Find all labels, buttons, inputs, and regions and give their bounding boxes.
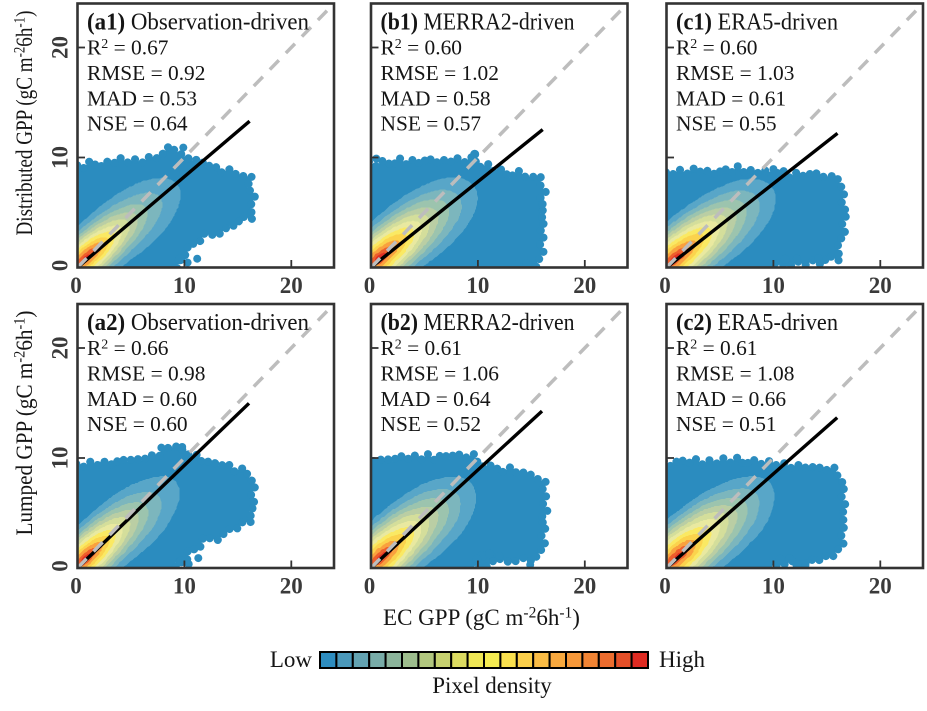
svg-text:RMSE = 0.98: RMSE = 0.98 — [87, 362, 205, 386]
svg-text:20: 20 — [573, 273, 596, 298]
svg-text:(c2) ERA5-driven: (c2) ERA5-driven — [676, 310, 838, 336]
svg-text:10: 10 — [173, 574, 196, 599]
svg-text:MAD = 0.66: MAD = 0.66 — [676, 387, 786, 411]
svg-text:0: 0 — [47, 260, 72, 272]
svg-text:0: 0 — [70, 574, 82, 599]
svg-text:RMSE = 1.02: RMSE = 1.02 — [381, 61, 499, 85]
svg-text:EC GPP (gC m-26h-1): EC GPP (gC m-26h-1) — [383, 605, 580, 631]
svg-text:R2 = 0.60: R2 = 0.60 — [676, 36, 757, 60]
svg-text:MAD = 0.61: MAD = 0.61 — [676, 86, 786, 110]
svg-text:R2 = 0.67: R2 = 0.67 — [87, 36, 169, 60]
svg-text:(b2) MERRA2-driven: (b2) MERRA2-driven — [381, 310, 575, 336]
svg-text:MAD = 0.64: MAD = 0.64 — [381, 387, 491, 411]
svg-text:10: 10 — [173, 273, 196, 298]
svg-text:R2 = 0.60: R2 = 0.60 — [381, 36, 462, 60]
svg-text:(c1) ERA5-driven: (c1) ERA5-driven — [676, 10, 838, 36]
svg-text:High: High — [659, 647, 706, 672]
svg-text:(a1) Observation-driven: (a1) Observation-driven — [87, 10, 309, 36]
svg-text:20: 20 — [869, 574, 892, 599]
svg-text:RMSE = 0.92: RMSE = 0.92 — [87, 61, 205, 85]
svg-text:Distributed GPP (gC m-26h-1): Distributed GPP (gC m-26h-1) — [12, 11, 38, 236]
svg-text:MAD = 0.60: MAD = 0.60 — [87, 387, 197, 411]
svg-text:0: 0 — [47, 560, 72, 572]
svg-text:RMSE = 1.06: RMSE = 1.06 — [381, 362, 500, 386]
svg-text:NSE = 0.64: NSE = 0.64 — [87, 112, 188, 136]
svg-text:(b1) MERRA2-driven: (b1) MERRA2-driven — [381, 10, 575, 36]
svg-text:RMSE = 1.03: RMSE = 1.03 — [676, 61, 794, 85]
svg-text:MAD = 0.58: MAD = 0.58 — [381, 86, 491, 110]
svg-text:10: 10 — [47, 146, 72, 169]
svg-text:0: 0 — [659, 273, 671, 298]
svg-text:10: 10 — [466, 273, 489, 298]
svg-text:NSE = 0.52: NSE = 0.52 — [381, 412, 482, 436]
svg-text:R2 = 0.66: R2 = 0.66 — [87, 336, 169, 360]
svg-text:0: 0 — [70, 273, 82, 298]
svg-text:Lumped GPP (gC m-26h-1): Lumped GPP (gC m-26h-1) — [12, 311, 38, 536]
svg-text:0: 0 — [364, 574, 376, 599]
svg-text:20: 20 — [869, 273, 892, 298]
svg-text:10: 10 — [762, 574, 785, 599]
svg-text:MAD = 0.53: MAD = 0.53 — [87, 86, 197, 110]
svg-text:20: 20 — [280, 574, 303, 599]
svg-text:Pixel density: Pixel density — [432, 673, 552, 698]
svg-text:10: 10 — [762, 273, 785, 298]
svg-text:NSE = 0.51: NSE = 0.51 — [676, 412, 777, 436]
svg-text:20: 20 — [280, 273, 303, 298]
svg-text:20: 20 — [47, 337, 72, 360]
svg-text:NSE = 0.60: NSE = 0.60 — [87, 412, 188, 436]
svg-text:NSE = 0.55: NSE = 0.55 — [676, 112, 777, 136]
svg-text:Low: Low — [270, 647, 313, 672]
svg-text:20: 20 — [47, 36, 72, 59]
svg-text:0: 0 — [364, 273, 376, 298]
svg-text:NSE = 0.57: NSE = 0.57 — [381, 112, 482, 136]
svg-text:RMSE = 1.08: RMSE = 1.08 — [676, 362, 794, 386]
svg-text:R2 = 0.61: R2 = 0.61 — [676, 336, 757, 360]
svg-text:R2 = 0.61: R2 = 0.61 — [381, 336, 462, 360]
svg-text:0: 0 — [659, 574, 671, 599]
svg-text:10: 10 — [466, 574, 489, 599]
svg-text:20: 20 — [573, 574, 596, 599]
svg-text:(a2) Observation-driven: (a2) Observation-driven — [87, 310, 309, 336]
svg-text:10: 10 — [47, 447, 72, 470]
